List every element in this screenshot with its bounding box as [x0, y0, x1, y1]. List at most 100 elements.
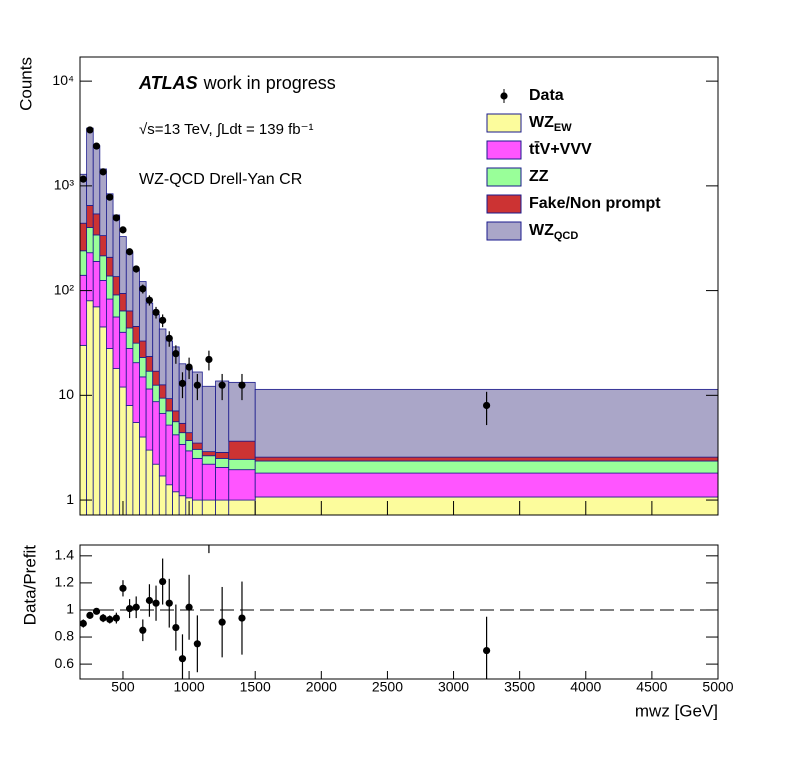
y-axis-label: Counts [16, 57, 35, 111]
ratio-point [238, 614, 246, 622]
data-point [159, 316, 167, 324]
stack-bar [106, 298, 114, 349]
y-tick-label: 1 [66, 491, 74, 507]
ratio-point [483, 646, 491, 655]
stack-bar [185, 432, 193, 441]
stack-bar [86, 300, 94, 515]
region-label: WZ-QCD Drell-Yan CR [139, 171, 302, 188]
main-plot [80, 126, 718, 515]
ratio-point [159, 577, 167, 586]
data-point [139, 285, 147, 293]
stack-bar [228, 469, 256, 501]
stack-bar [165, 424, 173, 486]
legend-subscript: EW [554, 122, 572, 134]
ratio-point [165, 599, 173, 607]
y-tick-label: 0.6 [55, 655, 75, 671]
x-tick-label: 1500 [240, 679, 271, 695]
stack-bar [165, 410, 173, 426]
stack-bar [158, 413, 167, 477]
stack-bar [125, 251, 134, 312]
stack-bar [92, 213, 101, 236]
stack-bar [172, 410, 180, 423]
stack-bar [132, 269, 140, 327]
stack-bar [165, 484, 173, 515]
stack-bar [80, 222, 88, 252]
stack-bar [191, 457, 203, 501]
stack-bar [201, 455, 216, 465]
x-axis-label: mwz [GeV] [635, 701, 718, 720]
stack-bar [201, 499, 216, 515]
y-tick-label: 10³ [54, 177, 75, 193]
stack-bar [86, 205, 94, 228]
stack-bar [152, 314, 160, 372]
data-point [185, 363, 193, 371]
data-point [132, 265, 140, 273]
stack-bar [112, 276, 121, 296]
stack-bar [215, 467, 230, 501]
x-tick-label: 5000 [702, 679, 733, 695]
y-tick-label: 1.4 [55, 547, 75, 563]
stack-bar [152, 384, 160, 403]
legend-swatch [486, 221, 522, 241]
stack-bar [152, 370, 160, 386]
stack-bar [132, 342, 140, 364]
status: work in progress [203, 73, 336, 93]
legend-label: tt̄V+VVV [529, 140, 592, 158]
stack-bar [152, 401, 160, 465]
legend-subscript: QCD [554, 230, 579, 242]
stack-bar [119, 310, 127, 333]
atlas-label: ATLAS work in progress [138, 73, 336, 93]
data-point [483, 401, 491, 410]
ratio-point [185, 603, 193, 611]
x-tick-label: 3500 [504, 679, 535, 695]
stack-bar [99, 326, 107, 515]
legend-name: tt̄V+VVV [529, 140, 592, 158]
stack-bar [80, 250, 88, 276]
ratio-plot [80, 545, 718, 679]
ratio-point [80, 619, 87, 628]
stack-bar [152, 463, 160, 515]
stack-bar [132, 362, 140, 423]
stack-bar [145, 356, 154, 372]
stack-bar [119, 293, 127, 312]
main-frame [79, 56, 719, 516]
stack-bar [201, 463, 216, 501]
ratio-point [218, 618, 226, 626]
stack-bar [254, 460, 718, 474]
stack-bar [145, 388, 154, 451]
stack-bar [139, 340, 147, 358]
legend-name: Fake/Non prompt [529, 195, 661, 212]
stack-bar [185, 450, 193, 499]
stack-bar [125, 348, 134, 406]
stack-bar [125, 327, 134, 349]
data-point [152, 308, 160, 316]
data-point [145, 296, 154, 304]
x-tick-label: 2000 [306, 679, 337, 695]
stack-bar [172, 421, 180, 436]
stack-bar [99, 235, 107, 257]
stack-bar [125, 405, 134, 515]
ratio-y-axis-label: Data/Prefit [20, 545, 39, 626]
ratio-point [92, 607, 101, 615]
stack-bar [158, 384, 167, 399]
stack-bar [191, 448, 203, 459]
stack-bar [99, 255, 107, 281]
ratio-point [125, 605, 134, 613]
stack-bar [86, 252, 94, 302]
stack-bar [178, 432, 187, 445]
y-tick-label: 10⁴ [52, 72, 74, 88]
stack-bar [254, 496, 718, 515]
ratio-point [172, 623, 180, 632]
stack-bar [112, 294, 121, 318]
stack-bar [112, 368, 121, 515]
stack-bar [228, 440, 256, 460]
axes: 500 1000 1500 2000 2500 3000 3500 4000 4500 5000 1… [52, 72, 733, 695]
ratio-point [86, 611, 94, 619]
stack-bar [254, 456, 718, 462]
data-point [112, 214, 120, 222]
ratio-point [132, 603, 140, 611]
x-tick-label: 3000 [438, 679, 469, 695]
ratio-point [152, 599, 160, 607]
ratio-point [119, 584, 127, 592]
